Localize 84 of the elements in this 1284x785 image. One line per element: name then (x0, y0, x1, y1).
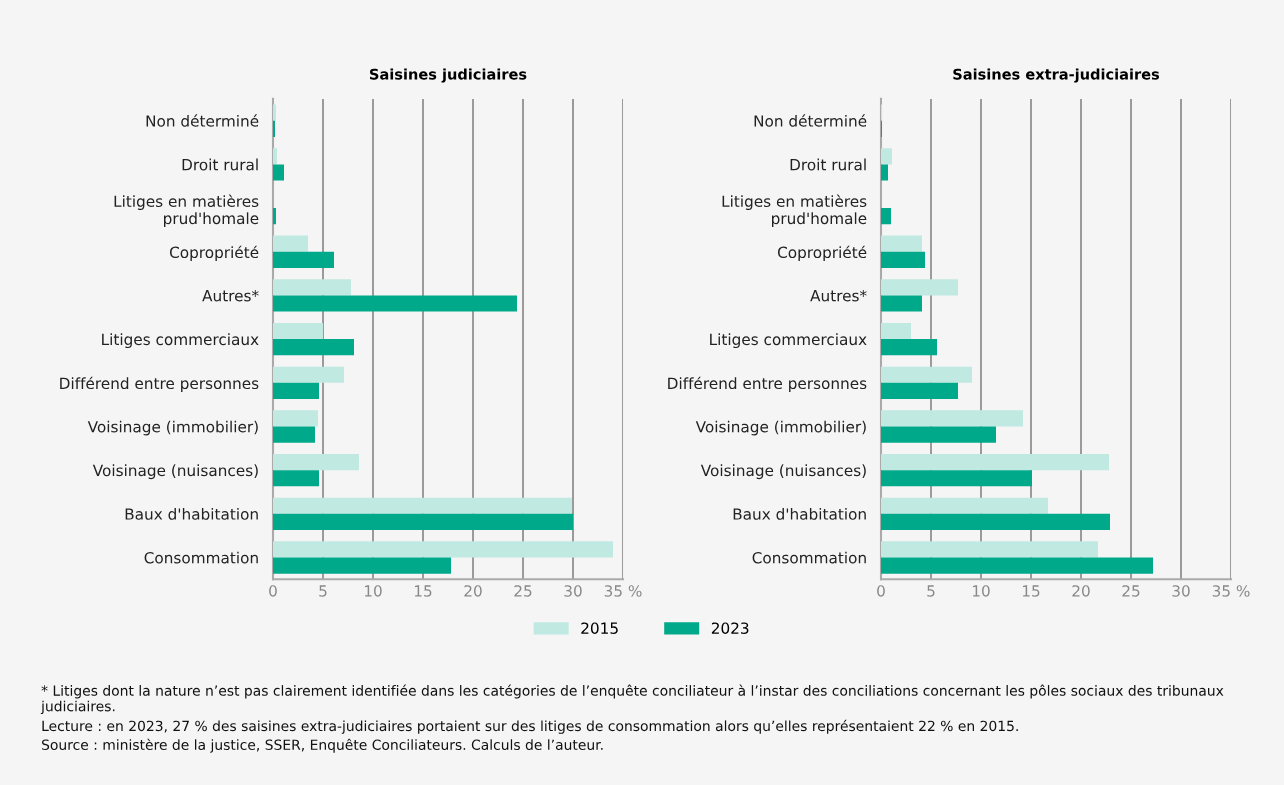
bar (273, 541, 614, 558)
bar (881, 251, 925, 268)
bar (881, 208, 891, 225)
bar (881, 279, 958, 296)
bar (881, 497, 1049, 514)
y-tick-label: Différend entre personnes (60, 376, 259, 393)
y-tick-label: Différend entre personnes (668, 376, 867, 393)
x-tick-label: 5 (319, 585, 327, 597)
text: Lecture : en 2023, 27 % des saisines extra-judiciaires portaient sur des litiges de consommation alors qu’elles représentaient 22 % en 2015. (42, 719, 1018, 734)
y-tick-label: Litiges en matières prud'homale (114, 194, 259, 228)
bar (273, 382, 319, 399)
x-tick-label: 15 (414, 585, 432, 597)
bar (881, 410, 1024, 427)
bar (881, 426, 997, 443)
y-tick-label: Voisinage (immobilier) (695, 420, 866, 436)
x-tick-label: 15 (1022, 585, 1040, 597)
bar (273, 235, 308, 252)
bar (273, 410, 318, 427)
y-tick-label: Droit rural (182, 158, 258, 171)
text: * Litiges dont la nature n’est pas clairement identifiée dans les catégories de l’enquête conciliateur à l’instar des conciliations concernant les pôles sociaux des tribunaux judiciaires. (40, 684, 1224, 715)
y-tick-label: Consommation (144, 551, 258, 564)
bar (273, 295, 518, 312)
bar (881, 339, 937, 356)
bar (273, 148, 277, 165)
x-tick-label: 30 (1172, 585, 1190, 597)
bar (273, 104, 276, 121)
bar (273, 251, 334, 268)
source-note: Source : ministère de la justice, SSER, Enquête Conciliateurs. Calculs de l’auteur. (42, 738, 603, 753)
x-tick-label: 0 (877, 585, 885, 597)
bar (273, 513, 574, 530)
y-tick-label: Non déterminé (146, 114, 259, 127)
chart-title: Saisines extra-judiciaires (953, 68, 1160, 83)
bar (273, 279, 351, 296)
x-tick-label: 20 (1072, 585, 1090, 597)
bar (881, 557, 1154, 574)
bar (273, 453, 359, 471)
x-tick-label: 20 (464, 585, 482, 597)
y-tick-label: Voisinage (immobilier) (87, 420, 258, 436)
x-tick-label: 25 (1122, 585, 1140, 597)
bar (881, 295, 922, 312)
x-tick-label: 30 (564, 585, 582, 597)
x-tick-label: 35 % (604, 585, 642, 597)
chart-title: Saisines judiciaires (370, 68, 527, 83)
bar (881, 235, 922, 252)
legend-label: 2023 (711, 622, 749, 634)
bar (881, 366, 972, 383)
y-tick-label: Autres* (810, 289, 867, 302)
x-tick-label: 5 (927, 585, 935, 597)
bar (273, 208, 276, 225)
legend-label: 2015 (581, 622, 618, 634)
x-tick-label: 25 (514, 585, 532, 597)
bar (881, 541, 1099, 558)
bar (273, 557, 452, 574)
y-tick-label: Baux d'habitation (125, 508, 258, 520)
x-tick-label: 10 (364, 585, 382, 597)
y-tick-label: Autres* (202, 289, 259, 302)
bar (881, 164, 888, 181)
bar (881, 322, 911, 340)
y-tick-label: Litiges commerciaux (710, 333, 867, 349)
x-tick-label: 0 (269, 585, 277, 597)
y-tick-label: Voisinage (nuisances) (700, 464, 866, 480)
bar (273, 497, 573, 514)
bar (881, 148, 892, 165)
x-tick-label: 10 (972, 585, 990, 597)
y-tick-label: Droit rural (790, 158, 866, 171)
bar (273, 366, 344, 383)
y-tick-label: Litiges en matières prud'homale (722, 194, 867, 228)
y-tick-label: Voisinage (nuisances) (92, 464, 258, 480)
bar (881, 453, 1110, 471)
y-tick-label: Consommation (752, 551, 866, 564)
bar (273, 339, 354, 356)
x-tick-label: 35 % (1212, 585, 1250, 597)
bar (273, 164, 284, 181)
bar (881, 470, 1033, 487)
y-tick-label: Non déterminé (754, 114, 867, 127)
y-tick-label: Copropriété (169, 245, 259, 262)
bar (273, 426, 315, 443)
y-tick-label: Baux d'habitation (733, 508, 866, 520)
y-tick-label: Litiges commerciaux (102, 333, 259, 349)
bar (881, 382, 958, 399)
bar (273, 322, 323, 340)
bar (273, 470, 319, 487)
bar (881, 513, 1111, 530)
y-tick-label: Copropriété (777, 245, 867, 262)
